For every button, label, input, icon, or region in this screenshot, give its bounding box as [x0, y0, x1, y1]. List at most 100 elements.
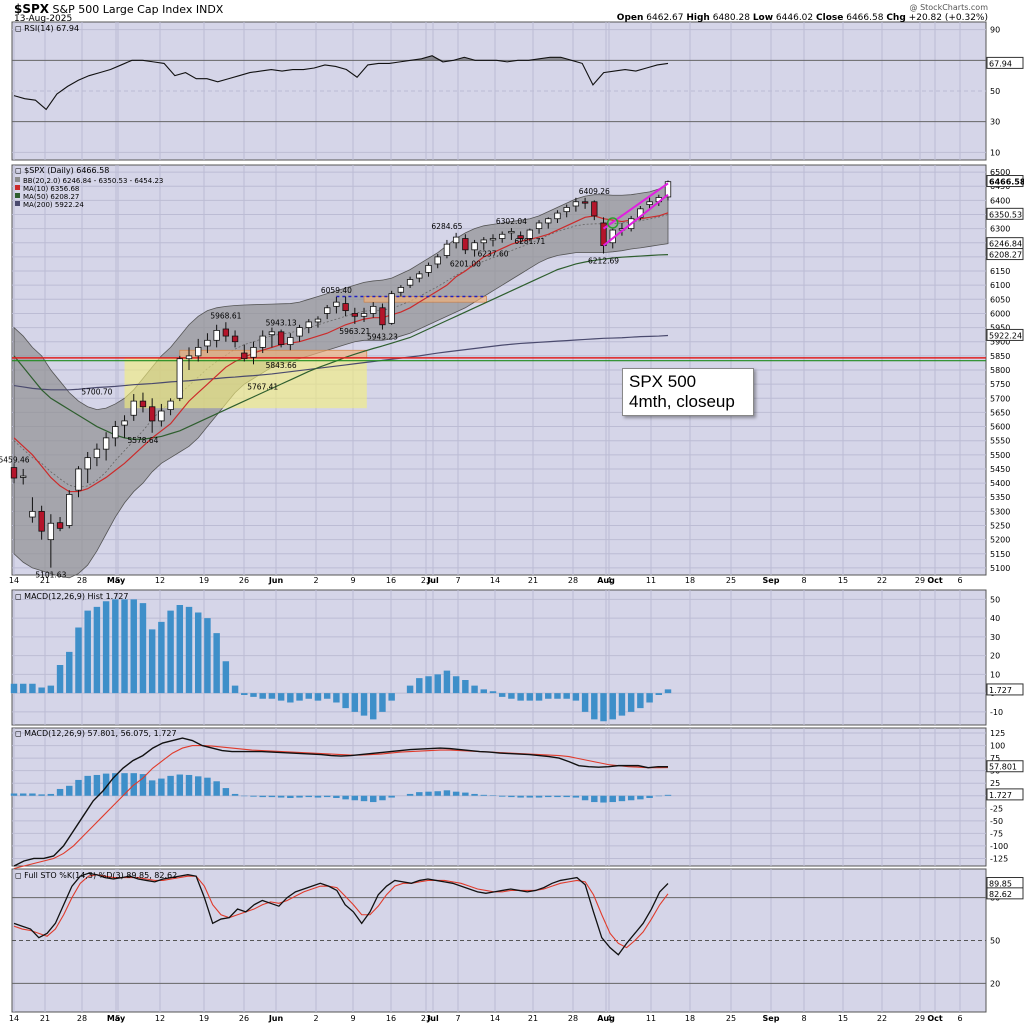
- price-tick-label: 6400: [990, 196, 1010, 205]
- macd-hist-bar: [75, 779, 82, 796]
- hist-bar: [480, 689, 487, 694]
- candle: [462, 238, 469, 251]
- rsi-tick-label: 50: [990, 87, 1000, 96]
- price-value-label: 6208.27: [989, 251, 1022, 260]
- x-tick-label: 6: [957, 1014, 962, 1023]
- x-tick-label: Sep: [763, 1014, 780, 1023]
- x-tick-label: 7: [455, 1014, 460, 1023]
- macd-hist-bar: [388, 795, 395, 798]
- stoch-tick-label: 50: [990, 937, 1000, 946]
- ma10-line: [13, 212, 669, 493]
- x-tick-label: 2: [313, 1014, 318, 1023]
- candle: [121, 420, 128, 426]
- x-tick-label: 14: [9, 576, 19, 585]
- x-tick-label: Oct: [927, 1014, 943, 1023]
- candle: [139, 400, 147, 408]
- macd-hist-bar: [379, 795, 386, 801]
- hist-bar: [195, 612, 202, 694]
- price-tick-label: 5500: [990, 451, 1010, 460]
- candle: [406, 279, 414, 286]
- macd-hist-bar: [618, 795, 626, 802]
- hist-value-label: 1.727: [989, 686, 1012, 695]
- x-tick-label: 25: [726, 1014, 736, 1023]
- candle: [296, 327, 303, 337]
- wedge-line: [602, 182, 669, 230]
- x-tick-label: 28: [77, 1014, 87, 1023]
- hist-bar: [19, 683, 27, 694]
- macd-hist-bar: [93, 774, 101, 796]
- x-tick-label: 22: [877, 1014, 887, 1023]
- panel-hist: [11, 589, 987, 726]
- x-tick-label: Jun: [268, 576, 284, 585]
- price-tick-label: 6050: [990, 295, 1010, 304]
- macd-hist-bar: [231, 793, 239, 796]
- price-value-label: 5922.24: [989, 331, 1022, 340]
- candle: [388, 293, 395, 324]
- chg-label: Chg: [886, 13, 906, 23]
- hist-bar: [66, 651, 73, 694]
- price-value-label: 6246.84: [989, 240, 1022, 249]
- candle: [425, 264, 432, 273]
- rsi-line: [13, 55, 669, 111]
- ma200-line: [13, 334, 669, 391]
- macd-hist-bar: [406, 793, 414, 796]
- chart-title: $SPX S&P 500 Large Cap Index INDX: [14, 2, 223, 16]
- macd-hist-bar: [554, 795, 561, 798]
- hist-bar: [646, 693, 653, 703]
- macd-hist-bar: [305, 795, 312, 798]
- candle: [314, 318, 322, 323]
- x-tick-label: 19: [199, 1014, 209, 1023]
- hist-bar: [563, 693, 570, 699]
- price-annotation: 5968.61: [210, 311, 241, 320]
- price-annotation: 6201.00: [450, 260, 481, 269]
- macd-line: [13, 737, 669, 867]
- x-tick-label: 22: [877, 576, 887, 585]
- price-annotation: 6284.65: [431, 222, 462, 231]
- stoch-value-label: 82.62: [989, 890, 1012, 899]
- candle: [324, 307, 331, 314]
- hist-bar: [572, 693, 580, 701]
- price-tick-label: 5650: [990, 408, 1010, 417]
- ma50-line: [13, 254, 669, 440]
- rsi-tick-label: 30: [990, 118, 1000, 127]
- brand-label: @ StockCharts.com: [909, 3, 988, 12]
- hist-bar: [204, 618, 211, 694]
- candle: [167, 400, 174, 410]
- macd-hist-bar: [158, 778, 165, 796]
- macd-hist-bar: [498, 795, 506, 797]
- candle: [29, 510, 36, 518]
- hist-bar: [10, 683, 18, 694]
- x-tick-label: 11: [646, 576, 656, 585]
- x-tick-label: 5: [115, 576, 120, 585]
- candle: [93, 448, 101, 459]
- price-tick-label: 6100: [990, 281, 1010, 290]
- candle: [591, 201, 598, 217]
- price-tick-label: 5350: [990, 493, 1010, 502]
- stoch-k-line: [13, 872, 669, 956]
- hist-bar: [130, 599, 137, 694]
- macd-hist-bar: [471, 793, 478, 796]
- x-tick-label: 28: [568, 1014, 578, 1023]
- candle: [213, 330, 220, 341]
- x-tick-label: 15: [838, 576, 848, 585]
- close-value: 6466.58: [846, 13, 884, 23]
- price-value-box: [986, 207, 1024, 220]
- macd-hist-bar: [314, 795, 322, 798]
- hist-bar: [627, 693, 635, 712]
- hist-bar: [489, 691, 497, 694]
- legend-swatch: [15, 193, 20, 198]
- panel-macd: [11, 727, 987, 867]
- open-value: 6462.67: [646, 13, 684, 23]
- hist-bar: [554, 693, 561, 699]
- price-annotation: 5578.64: [127, 436, 158, 445]
- hist-bar: [360, 693, 368, 716]
- price-legend-item: MA(10) 6356.68: [23, 185, 79, 193]
- x-tick-label: Jun: [268, 1014, 284, 1023]
- price-annotation: 6409.26: [579, 187, 610, 196]
- price-tick-label: 5250: [990, 522, 1010, 531]
- rsi-title: ◻ RSI(14) 67.94: [15, 24, 79, 33]
- candle: [508, 231, 515, 234]
- hist-bar: [241, 693, 248, 695]
- macd-hist-bar: [176, 774, 184, 796]
- price-tick-label: 6150: [990, 267, 1010, 276]
